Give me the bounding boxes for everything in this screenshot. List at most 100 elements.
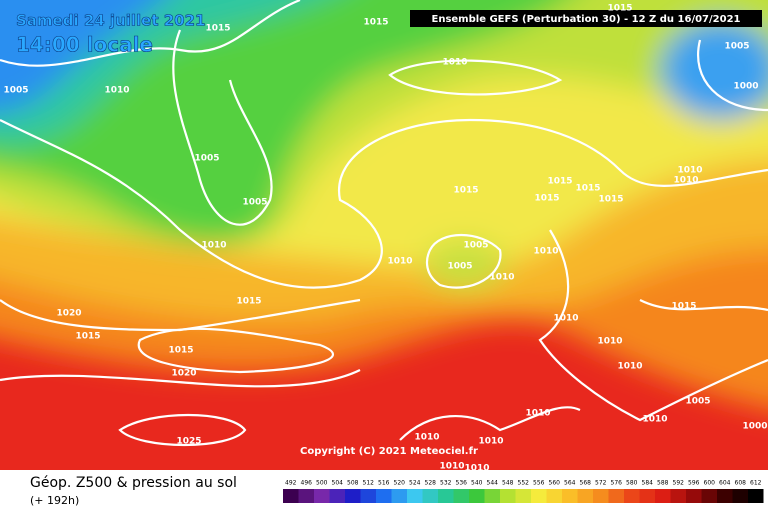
legend-swatch [732, 489, 748, 503]
isobar-label: 1010 [478, 437, 503, 447]
legend-label: 612 [750, 480, 762, 487]
isobar-label: 1010 [439, 462, 464, 472]
isobar-label: 1010 [201, 241, 226, 251]
isobar-label: 1010 [104, 86, 129, 96]
legend-swatch [438, 489, 454, 503]
legend-swatch [376, 489, 392, 503]
isobar-label: 1010 [387, 257, 412, 267]
isobar-label: 1015 [75, 332, 100, 342]
isobar-label: 1010 [464, 464, 489, 474]
footer-lead: (+ 192h) [30, 494, 79, 507]
isobar-label: 1010 [525, 409, 550, 419]
run-info: Ensemble GEFS (Perturbation 30) - 12 Z d… [432, 14, 741, 25]
legend-swatch [283, 489, 299, 503]
legend-label: 492 [285, 480, 297, 487]
isobar-label: 1015 [205, 24, 230, 34]
legend-swatch [624, 489, 640, 503]
legend-label: 540 [471, 480, 483, 487]
header-box [410, 10, 762, 27]
legend-label: 556 [533, 480, 545, 487]
footer-title: Géop. Z500 & pression au sol [30, 475, 237, 491]
legend-label: 536 [456, 480, 468, 487]
legend-swatch [717, 489, 733, 503]
isobar-label: 1010 [642, 415, 667, 425]
legend-label: 508 [347, 480, 359, 487]
legend-swatch [453, 489, 469, 503]
legend-swatch [531, 489, 547, 503]
legend-label: 560 [549, 480, 561, 487]
legend-label: 552 [518, 480, 530, 487]
legend-label: 600 [704, 480, 716, 487]
copyright: Copyright (C) 2021 Meteociel.fr [300, 446, 478, 457]
isobar-label: 1015 [575, 184, 600, 194]
isobar-label: 1005 [463, 241, 488, 251]
isobar-label: 1010 [553, 314, 578, 324]
legend-label: 592 [673, 480, 685, 487]
legend-label: 604 [719, 480, 731, 487]
isobar-label: 1015 [236, 297, 261, 307]
isobar-label: 1015 [168, 346, 193, 356]
legend-swatch [484, 489, 500, 503]
legend-swatch [407, 489, 423, 503]
isobar-label: 1010 [489, 273, 514, 283]
legend-label: 596 [688, 480, 700, 487]
legend-label: 584 [642, 480, 654, 487]
isobar-label: 1000 [742, 422, 767, 432]
isobar-label: 1015 [607, 4, 632, 14]
legend-label: 580 [626, 480, 638, 487]
isobar-label: 1005 [242, 198, 267, 208]
isobar-label: 1005 [194, 154, 219, 164]
legend-swatch [345, 489, 361, 503]
legend-label: 588 [657, 480, 669, 487]
isobar-label: 1020 [171, 369, 196, 379]
legend-label: 568 [580, 480, 592, 487]
time: 14:00 locale [16, 33, 153, 57]
legend-swatch [314, 489, 330, 503]
isobar-label: 1005 [3, 86, 28, 96]
legend-swatch [748, 489, 764, 503]
legend-swatch [469, 489, 485, 503]
isobar-label: 1010 [677, 166, 702, 176]
isobar-label: 1010 [597, 337, 622, 347]
legend-label: 572 [595, 480, 607, 487]
legend-label: 496 [301, 480, 313, 487]
legend-label: 520 [394, 480, 406, 487]
legend-swatch [298, 489, 314, 503]
isobar-label: 1000 [733, 82, 758, 92]
legend-swatch [515, 489, 531, 503]
isobar-label: 1010 [673, 176, 698, 186]
legend-swatch [500, 489, 516, 503]
isobar-label: 1005 [685, 397, 710, 407]
legend-label: 564 [564, 480, 576, 487]
legend-swatch [608, 489, 624, 503]
legend-label: 544 [487, 480, 499, 487]
field [0, 0, 768, 470]
legend-swatch [546, 489, 562, 503]
legend-label: 500 [316, 480, 328, 487]
isobar-label: 1015 [598, 195, 623, 205]
legend-swatch [655, 489, 671, 503]
legend-label: 608 [735, 480, 747, 487]
legend-label: 532 [440, 480, 452, 487]
isobar-label: 1025 [176, 437, 201, 447]
isobar-label: 1010 [617, 362, 642, 372]
isobar-label: 1005 [447, 262, 472, 272]
isobar-label: 1010 [533, 247, 558, 257]
legend-label: 512 [363, 480, 375, 487]
isobar-label: 1015 [671, 302, 696, 312]
legend-swatch [422, 489, 438, 503]
date: Samedi 24 juillet 2021 [16, 12, 206, 30]
legend-swatch [593, 489, 609, 503]
isobar-label: 1005 [724, 42, 749, 52]
legend-swatch [391, 489, 407, 503]
legend-label: 548 [502, 480, 514, 487]
isobar-label: 1015 [534, 194, 559, 204]
legend-swatch [329, 489, 345, 503]
isobar-label: 1015 [363, 18, 388, 28]
isobars [0, 0, 768, 447]
legend-label: 528 [425, 480, 437, 487]
legend-swatch [577, 489, 593, 503]
legend-label: 576 [611, 480, 623, 487]
